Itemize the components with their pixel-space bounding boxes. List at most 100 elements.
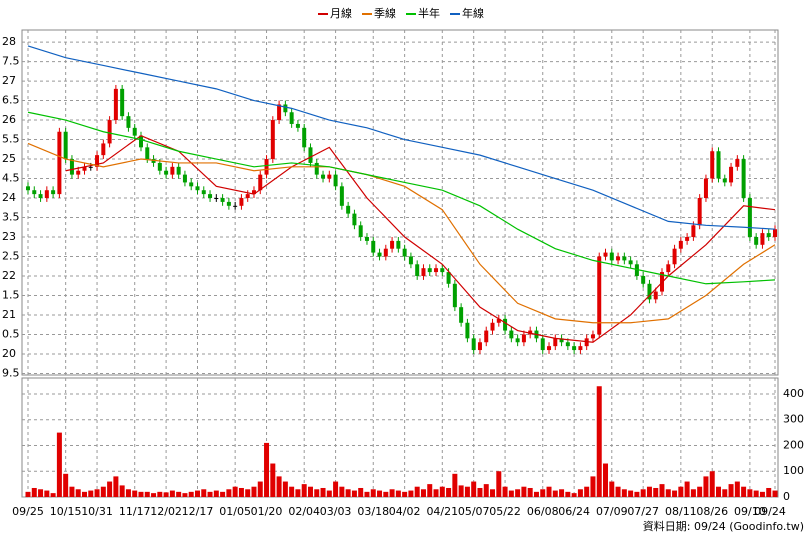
candle-body: [565, 342, 570, 347]
candle-body: [233, 205, 238, 207]
candle-body: [490, 322, 495, 331]
volume-bar: [546, 486, 552, 497]
volume-bar: [194, 490, 200, 497]
y-tick-label: 27: [2, 74, 16, 87]
volume-bar: [496, 471, 502, 497]
candle-body: [672, 248, 677, 265]
candle-body: [95, 155, 100, 167]
volume-bar: [395, 490, 401, 497]
candle-body: [390, 240, 395, 249]
volume-bar: [753, 490, 759, 497]
candle-body: [239, 198, 244, 206]
y-tick-label: 4.5: [2, 172, 20, 185]
volume-panel: [21, 377, 779, 498]
price-panel: [21, 29, 779, 376]
volume-bar: [703, 476, 709, 497]
candle-body: [358, 225, 363, 237]
y-tick-label: 9.5: [2, 366, 20, 379]
candle-body: [559, 338, 564, 343]
volume-bar: [88, 490, 94, 497]
volume-bar: [107, 481, 113, 497]
volume-bar: [276, 476, 282, 497]
volume-bar: [402, 491, 408, 497]
volume-bar: [697, 486, 703, 497]
candle-body: [616, 256, 621, 261]
candle-body: [503, 318, 508, 331]
volume-bar: [213, 490, 219, 497]
candle-body: [515, 338, 520, 343]
volume-bar: [659, 484, 665, 497]
volume-bar: [552, 490, 558, 497]
volume-bar: [502, 486, 508, 497]
y-tick-label: 28: [2, 35, 16, 48]
candle-body: [289, 112, 294, 124]
x-tick-label: 12/17: [182, 505, 214, 518]
volume-bar: [414, 486, 420, 497]
volume-bar: [628, 490, 634, 497]
volume-bar: [282, 481, 288, 497]
candle-body: [697, 198, 702, 226]
volume-bar: [389, 489, 395, 497]
candle-body: [258, 174, 263, 191]
candle-body: [396, 240, 401, 249]
candle-body: [703, 178, 708, 199]
volume-bar: [490, 489, 496, 497]
candle-body: [766, 233, 771, 237]
candle-body: [678, 240, 683, 249]
volume-bar: [132, 490, 138, 497]
volume-bar: [364, 491, 370, 497]
volume-bar: [138, 491, 144, 497]
volume-tick-label: 400: [783, 387, 804, 400]
volume-bar: [301, 484, 307, 497]
candle-body: [597, 256, 602, 335]
candle-body: [773, 229, 777, 237]
candle-body: [685, 237, 690, 241]
legend-label: 季線: [374, 6, 396, 20]
candle-body: [38, 194, 43, 199]
candle-body: [327, 174, 332, 179]
y-tick-label: 22: [2, 269, 16, 282]
y-tick-label: 2.5: [2, 249, 20, 262]
volume-bar: [81, 491, 87, 497]
x-tick-label: 10/15: [50, 505, 82, 518]
candle-body: [383, 248, 388, 257]
volume-bar: [182, 493, 188, 497]
volume-bar: [515, 489, 521, 497]
x-tick-label: 06/08: [527, 505, 559, 518]
y-tick-label: 3.5: [2, 211, 20, 224]
volume-bar: [672, 490, 678, 497]
y-tick-label: 6.5: [2, 94, 20, 107]
volume-bar: [653, 487, 659, 497]
volume-bar: [722, 489, 728, 497]
volume-bar: [289, 486, 295, 497]
volume-bar: [533, 491, 539, 497]
volume-bar: [264, 442, 270, 497]
y-tick-label: 24: [2, 191, 16, 204]
volume-bar: [640, 489, 646, 497]
volume-bar: [226, 489, 232, 497]
volume-bar: [665, 489, 671, 497]
volume-bar: [458, 485, 464, 497]
volume-bar: [188, 491, 194, 497]
volume-bar: [684, 481, 690, 497]
candle-body: [628, 260, 633, 265]
candle-body: [415, 264, 420, 276]
volume-bar: [207, 491, 213, 497]
x-tick-label: 01/20: [251, 505, 283, 518]
candle-body: [452, 283, 457, 308]
volume-bar: [94, 489, 100, 497]
volume-bar: [464, 486, 470, 497]
candle-body: [321, 174, 326, 179]
volume-bar: [540, 489, 546, 497]
candle-body: [609, 252, 614, 261]
candle-body: [477, 342, 482, 351]
candle-body: [710, 151, 715, 179]
volume-bar: [439, 486, 445, 497]
volume-bar: [728, 484, 734, 497]
candle-body: [251, 190, 256, 195]
candle-body: [590, 334, 595, 339]
candle-body: [302, 127, 307, 148]
x-tick-label: 10/31: [81, 505, 113, 518]
candle-body: [603, 252, 608, 257]
